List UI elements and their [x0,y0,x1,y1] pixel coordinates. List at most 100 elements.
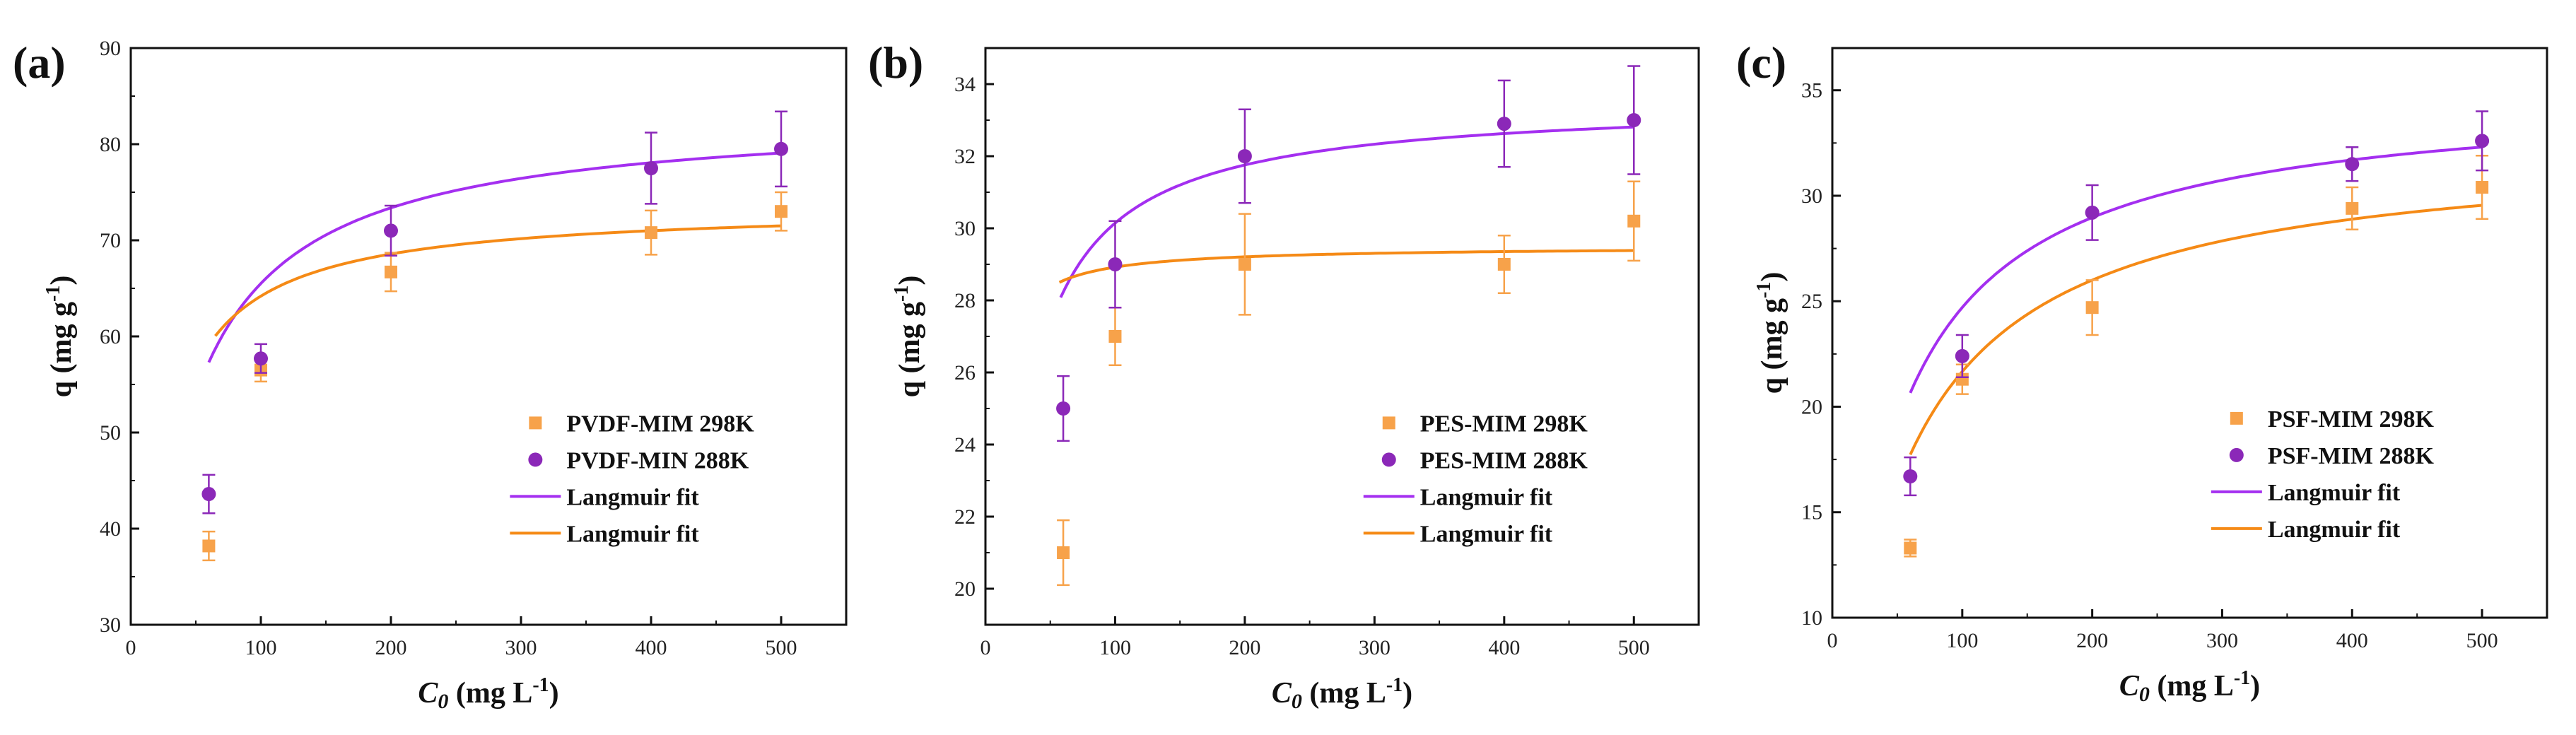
y-axis-close: ) [1756,272,1788,282]
x-axis-subscript: 0 [2139,683,2150,706]
fit-curve-2 [1909,204,2483,456]
y-axis-exponent: -1 [891,286,913,302]
legend-label: PSF-MIM 298K [2268,406,2435,433]
legend-marker-square [1382,416,1395,430]
y-tick-label: 15 [1801,501,1822,524]
y-tick-label: 70 [100,229,121,252]
data-point-square [1497,258,1511,271]
legend-label: Langmuir fit [1420,521,1553,547]
legend-marker-square [529,416,542,430]
x-axis-subscript: 0 [1292,690,1302,713]
x-axis-symbol: C [2119,670,2140,702]
x-tick-label: 0 [126,636,136,659]
x-axis-unit: (mg L [2150,670,2234,702]
y-tick-label: 10 [1801,606,1822,630]
x-tick-label: 0 [980,636,991,659]
x-tick-label: 200 [2076,629,2108,652]
panel-label: (c) [1736,37,1786,88]
data-point-circle [2475,134,2490,148]
data-point-circle [384,223,398,238]
plot-frame [984,47,1700,626]
data-point-square [1955,372,1969,386]
x-tick-label: 200 [1229,636,1260,659]
data-point-square [2476,181,2489,194]
y-axis-exponent: -1 [42,286,64,302]
y-tick-label: 25 [1801,290,1822,313]
legend-marker-circle [1381,452,1396,467]
x-tick-label: 100 [245,636,277,659]
panel-label: (a) [13,37,66,88]
x-tick-label: 500 [2466,629,2498,652]
legend-label: Langmuir fit [566,484,699,510]
x-axis-exponent: -1 [1386,674,1403,696]
legend-label: PES-MIM 288K [1420,447,1588,474]
y-tick-label: 90 [100,37,121,60]
y-tick-label: 40 [100,517,121,541]
plot-frame [1831,47,2548,619]
x-tick-label: 400 [2336,629,2368,652]
data-point-square [645,226,657,240]
x-axis-symbol: C [1272,677,1292,710]
data-point-square [1904,541,1917,555]
legend-marker-circle [528,452,543,467]
y-axis-exponent: -1 [1753,282,1775,298]
x-tick-label: 300 [2206,629,2238,652]
data-point-square [775,205,788,218]
x-axis-symbol: C [418,677,438,710]
data-point-circle [1497,117,1511,131]
y-tick-label: 30 [100,613,121,637]
y-axis-close: ) [894,276,926,286]
x-tick-label: 200 [375,636,407,659]
legend-label: PES-MIM 298K [1420,411,1588,437]
x-tick-label: 500 [1618,636,1650,659]
y-axis-title: q (mg g-1) [891,276,926,398]
y-axis-label: q (mg g [894,302,926,397]
fit-curve-1 [1909,146,2483,394]
y-axis-close: ) [45,276,78,286]
data-point-square [1057,546,1070,559]
y-tick-label: 34 [954,73,976,96]
x-axis-close: ) [549,677,559,710]
legend: PES-MIM 298K PES-MIM 288K Langmuir fit Lang… [1363,411,1588,547]
y-tick-label: 30 [1801,184,1822,208]
x-axis-close: ) [1403,677,1412,710]
data-point-circle [2085,205,2100,220]
y-tick-label: 26 [954,361,976,384]
legend-label: Langmuir fit [1420,484,1553,510]
x-axis-unit: (mg L [448,677,532,710]
y-tick-label: 20 [954,577,976,601]
y-tick-label: 22 [954,505,976,529]
x-axis-title: C0 (mg L-1) [2119,667,2260,706]
x-axis-close: ) [2250,670,2260,702]
data-point-circle [254,351,268,366]
x-tick-label: 0 [1827,629,1838,652]
x-axis-subscript: 0 [438,690,448,713]
data-point-circle [1056,401,1071,416]
fit-curve-1 [207,151,782,363]
y-axis-title: q (mg g-1) [42,276,78,398]
fit-curve-2 [1058,249,1634,284]
x-axis-unit: (mg L [1302,677,1386,710]
fit-curve-1 [1059,125,1634,298]
data-point-circle [2345,157,2360,172]
data-point-circle [1627,113,1641,127]
data-point-square [1238,258,1251,271]
x-tick-label: 100 [1099,636,1131,659]
fit-curve-2 [214,224,782,337]
legend-marker-circle [2229,447,2244,462]
y-tick-label: 35 [1801,79,1822,102]
x-tick-label: 300 [505,636,537,659]
data-point-circle [1903,469,1918,483]
data-point-square [1627,214,1641,228]
data-point-circle [1955,348,1969,363]
data-point-square [2346,201,2359,215]
data-point-circle [1237,149,1252,163]
panel-label: (b) [868,37,923,88]
y-axis-label: q (mg g [45,302,78,397]
y-tick-label: 28 [954,289,976,312]
data-point-square [202,539,216,553]
plot-frame [129,47,848,626]
